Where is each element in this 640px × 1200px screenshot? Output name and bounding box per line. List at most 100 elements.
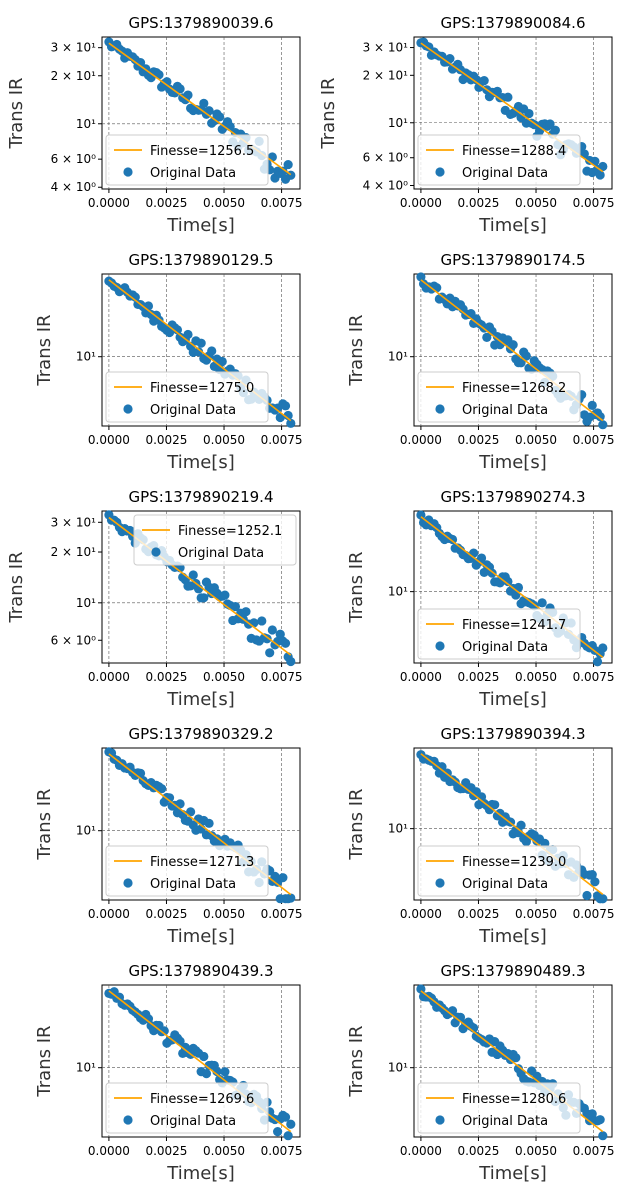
data-point [598,643,608,653]
y-tick-label: 3 × 10¹ [51,41,97,55]
data-point [159,1026,169,1036]
legend: Finesse=1269.6 Original Data [105,1082,269,1134]
data-point [207,346,217,356]
legend-fit-label: Finesse=1280.6 [462,1092,566,1107]
legend: Finesse=1256.5 Original Data [105,134,269,186]
data-point [143,301,154,311]
x-axis-label: Time[s] [478,452,546,473]
legend: Finesse=1275.0 Original Data [105,371,269,423]
y-tick-label: 6 × 10⁰ [363,151,409,165]
legend-data-label: Original Data [462,640,548,655]
data-point [516,358,526,368]
x-tick-label: 0.0050 [203,670,245,684]
x-tick-label: 0.0000 [400,196,442,210]
x-axis-label: Time[s] [166,1163,234,1184]
legend-box [417,371,581,423]
x-tick-label: 0.0075 [261,1144,303,1158]
legend-fit-label: Finesse=1252.1 [178,524,282,539]
y-axis-label: Trans IR [346,788,367,860]
y-axis-label: Trans IR [34,788,55,860]
data-point [241,607,251,617]
legend-data-swatch [435,1115,445,1125]
data-point [230,601,241,612]
x-tick-label: 0.0025 [457,670,499,684]
data-point [175,84,185,94]
data-point [278,873,288,883]
y-tick-label: 2 × 10¹ [51,69,97,83]
legend-box [105,134,269,186]
data-point [595,170,605,180]
x-axis-label: Time[s] [478,1163,546,1184]
data-point [286,1119,296,1129]
subplot-title: GPS:1379890129.5 [129,251,274,269]
data-point [516,820,526,830]
x-tick-label: 0.0050 [515,1144,557,1158]
data-point [590,877,600,887]
data-point [201,1069,212,1079]
legend-data-swatch [123,1115,133,1125]
legend: Finesse=1280.6 Original Data [417,1082,581,1134]
data-point [479,76,489,86]
finesse-prefix: Finesse= [462,618,521,633]
y-axis-label: Trans IR [34,314,55,386]
legend-fit-label: Finesse=1239.0 [462,855,566,870]
legend-data-label: Original Data [178,546,264,561]
data-point [186,807,196,817]
data-point [280,401,291,411]
data-point [220,590,230,600]
legend: Finesse=1288.4 Original Data [417,134,581,186]
data-point [199,98,209,108]
x-tick-label: 0.0000 [88,196,130,210]
y-tick-label: 10¹ [388,822,408,836]
data-point [265,648,275,658]
y-tick-label: 4 × 10⁰ [51,180,97,194]
finesse-value: 1256.5 [209,144,255,159]
data-point [482,332,492,343]
x-tick-label: 0.0025 [145,670,187,684]
legend-fit-label: Finesse=1271.3 [150,855,254,870]
y-tick-label: 4 × 10⁰ [363,178,409,192]
data-point [183,90,193,100]
subplot-4: 0.0000 0.0025 0.0050 0.0075 10¹ Finesse=1268.… [346,251,615,473]
legend-data-label: Original Data [462,877,548,892]
data-point [196,338,206,348]
data-point [598,420,608,430]
data-point [445,54,455,64]
subplot-1: 0.0000 0.0025 0.0050 0.0075 3 × 10¹ 2 × 10¹ 10… [6,14,303,236]
finesse-prefix: Finesse= [150,855,209,870]
data-point [508,340,518,350]
data-point [249,618,259,628]
y-tick-label: 2 × 10¹ [363,68,409,82]
data-point [175,799,185,809]
data-point [511,1053,521,1063]
subplot-title: GPS:1379890274.3 [441,488,586,506]
data-point [598,161,608,172]
data-point [476,553,487,563]
x-tick-label: 0.0025 [457,1144,499,1158]
legend-data-label: Original Data [150,1114,236,1129]
legend-box [105,845,269,897]
data-point [503,576,513,587]
x-tick-label: 0.0075 [261,670,303,684]
legend-box [105,1082,269,1134]
x-tick-label: 0.0050 [515,670,557,684]
data-point [545,119,555,129]
data-point [592,657,603,667]
subplot-title: GPS:1379890439.3 [129,962,274,980]
x-tick-label: 0.0000 [88,670,130,684]
subplot-9: 0.0000 0.0025 0.0050 0.0075 10¹ Finesse=1269.… [34,962,303,1184]
finesse-value: 1288.4 [521,144,567,159]
y-tick-label: 6 × 10⁰ [51,152,97,166]
x-tick-label: 0.0000 [88,907,130,921]
y-tick-label: 6 × 10⁰ [51,633,97,647]
x-axis-label: Time[s] [166,689,234,710]
finesse-prefix: Finesse= [150,144,209,159]
data-point [280,638,291,648]
x-tick-label: 0.0075 [261,907,303,921]
legend-data-swatch [435,404,445,414]
finesse-prefix: Finesse= [462,1092,521,1107]
y-tick-label: 3 × 10¹ [363,41,409,55]
legend-box [417,845,581,897]
data-point [212,1066,222,1077]
